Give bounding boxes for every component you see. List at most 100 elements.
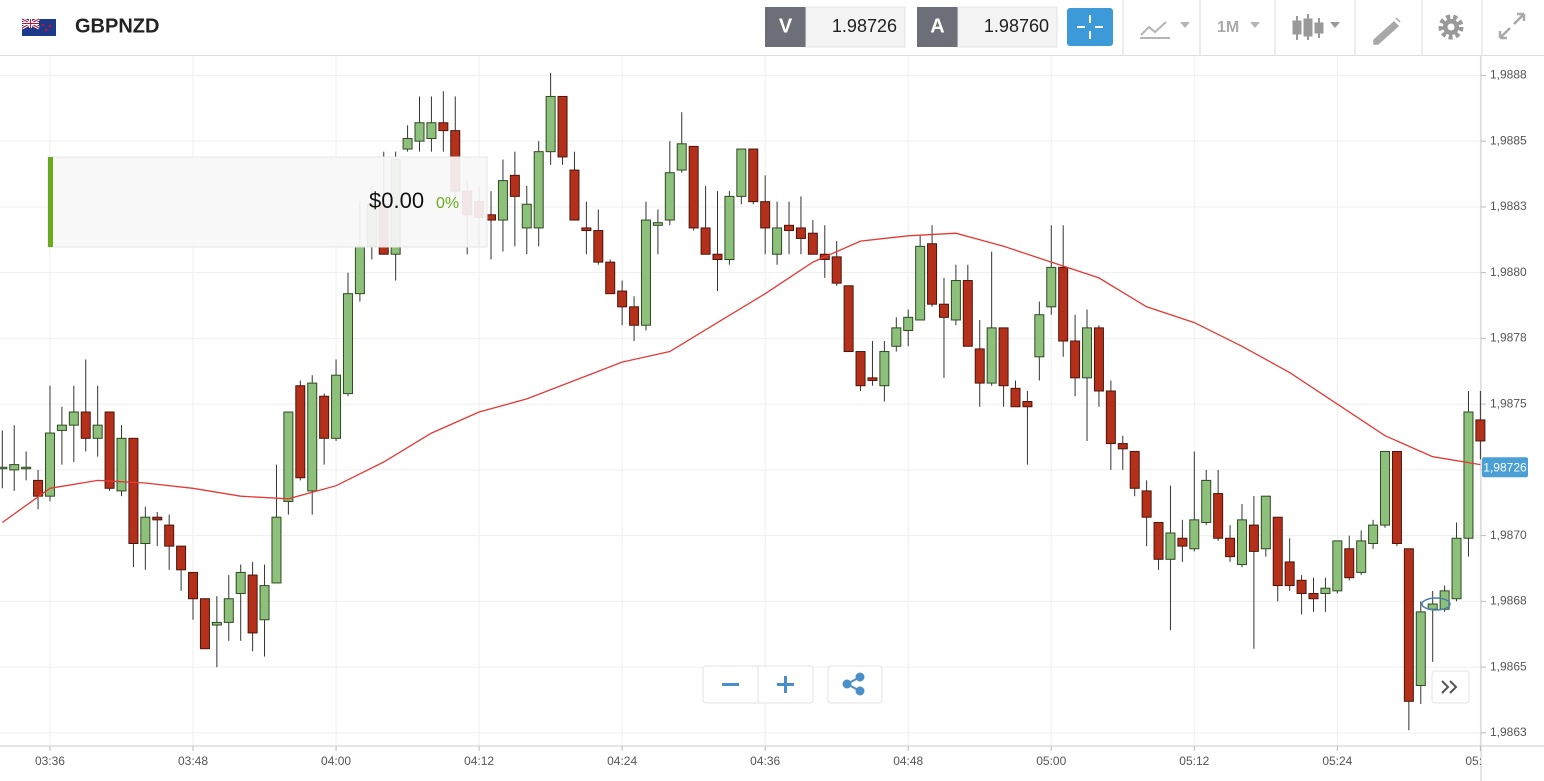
last-price-box <box>1482 457 1528 478</box>
candle-body <box>68 411 79 426</box>
sell-label: V <box>779 15 793 37</box>
candle-body <box>80 411 91 439</box>
candle-body <box>1248 524 1259 552</box>
y-tick-label: 1,9888 <box>1490 68 1527 82</box>
candle-body <box>331 374 342 439</box>
pnl-pct: 0% <box>436 195 459 212</box>
candle-body <box>1093 327 1104 392</box>
candle-body <box>998 327 1009 387</box>
candle-body <box>1141 490 1152 518</box>
candle-body <box>1201 479 1212 523</box>
y-tick-label: 1,9863 <box>1490 725 1527 739</box>
candle-body <box>188 571 199 600</box>
candle-body <box>891 327 902 347</box>
x-tick-label: 04:48 <box>893 754 923 768</box>
candle-body <box>1058 266 1069 342</box>
candle-body <box>1463 411 1474 539</box>
candle-body <box>652 222 663 226</box>
candle-body <box>223 598 234 623</box>
candle-body <box>116 437 127 492</box>
drawing-tool[interactable] <box>1373 17 1401 45</box>
last-price-label: 1,98726 <box>1483 460 1527 474</box>
candle-body <box>986 327 997 384</box>
candle-body <box>1165 532 1176 560</box>
candle-body <box>247 574 258 634</box>
candle-body <box>426 122 437 140</box>
candle-body <box>700 227 711 255</box>
candle-body <box>295 385 306 479</box>
candle-body <box>271 516 282 584</box>
zoom-out[interactable] <box>722 683 739 686</box>
candle-body <box>1034 314 1045 358</box>
x-tick-label: 05:12 <box>1179 754 1209 768</box>
candle-body <box>414 122 425 142</box>
candle-body <box>676 143 687 171</box>
candle-body <box>533 151 544 229</box>
candle-body <box>938 303 949 318</box>
share-icon[interactable] <box>842 672 865 696</box>
sell-price: 1.98726 <box>832 16 897 36</box>
pnl: $0.00 <box>369 188 424 213</box>
candle-body <box>342 293 353 395</box>
zoom-in-bar[interactable] <box>784 676 787 693</box>
panel-bg <box>47 156 488 248</box>
sell-price-box[interactable] <box>805 6 906 48</box>
buy-price: 1.98760 <box>984 16 1049 36</box>
candle-body <box>807 232 818 255</box>
candle-body <box>1022 401 1033 408</box>
x-tick-label: 04:24 <box>607 754 637 768</box>
candle-body <box>1368 524 1379 545</box>
y-tick-label: 1,9868 <box>1490 594 1527 608</box>
panel-accent <box>48 157 53 247</box>
candle-body <box>1284 561 1295 587</box>
candle-body <box>927 243 938 305</box>
crosshair-button[interactable] <box>1067 8 1113 46</box>
candle-body <box>56 424 67 431</box>
y-tick-label: 1,9870 <box>1490 528 1527 542</box>
candle-body <box>9 464 20 471</box>
candle-body <box>640 219 651 326</box>
indicators-button[interactable] <box>1140 21 1190 39</box>
candle-body <box>1272 516 1283 587</box>
candle-body <box>855 351 866 387</box>
buy-button[interactable] <box>917 7 958 47</box>
sell-button[interactable] <box>765 7 806 47</box>
fullscreen-button[interactable] <box>1498 12 1526 40</box>
candle-body <box>867 377 878 381</box>
candle-body <box>1332 540 1343 592</box>
candle-body <box>903 316 914 331</box>
candle-body <box>1105 390 1116 445</box>
candle-body <box>1475 419 1486 442</box>
chart-type-button[interactable] <box>1292 14 1340 40</box>
candle-body <box>44 432 55 497</box>
scroll-right[interactable] <box>1431 670 1470 704</box>
y-tick-label: 1,9875 <box>1490 396 1527 410</box>
axis-labels: 1,98631,98651,98681,98701,98731,98751,98… <box>1481 68 1528 739</box>
candle-body <box>831 256 842 284</box>
candle-body <box>1391 450 1402 545</box>
candle-body <box>164 524 175 547</box>
buy-price-box[interactable] <box>957 6 1058 48</box>
candle-body <box>235 571 246 594</box>
x-tick-label: 05:24 <box>1322 754 1352 768</box>
candle-body <box>199 598 210 650</box>
candle-body <box>1177 537 1188 547</box>
x-tick-label: 05:36 <box>1465 754 1495 768</box>
moving-average <box>1 232 1481 524</box>
position-panel: $0.00 0% <box>47 156 488 248</box>
y-tick-label: 1,9878 <box>1490 331 1527 345</box>
timeframe[interactable]: 1M <box>1217 19 1239 36</box>
candle-body <box>486 214 497 221</box>
candle-body <box>569 169 580 221</box>
separators <box>1122 0 1483 55</box>
candle-body <box>1403 548 1414 702</box>
scroll-icon <box>1441 680 1458 694</box>
candle-body <box>1296 579 1307 594</box>
x-tick-label: 03:48 <box>178 754 208 768</box>
candle-body <box>712 253 723 260</box>
candle-body <box>1427 603 1438 610</box>
y-tick-label: 1,9885 <box>1490 133 1527 147</box>
candle-body <box>509 174 520 197</box>
settings-button[interactable] <box>1438 14 1464 40</box>
candle-body <box>843 285 854 353</box>
